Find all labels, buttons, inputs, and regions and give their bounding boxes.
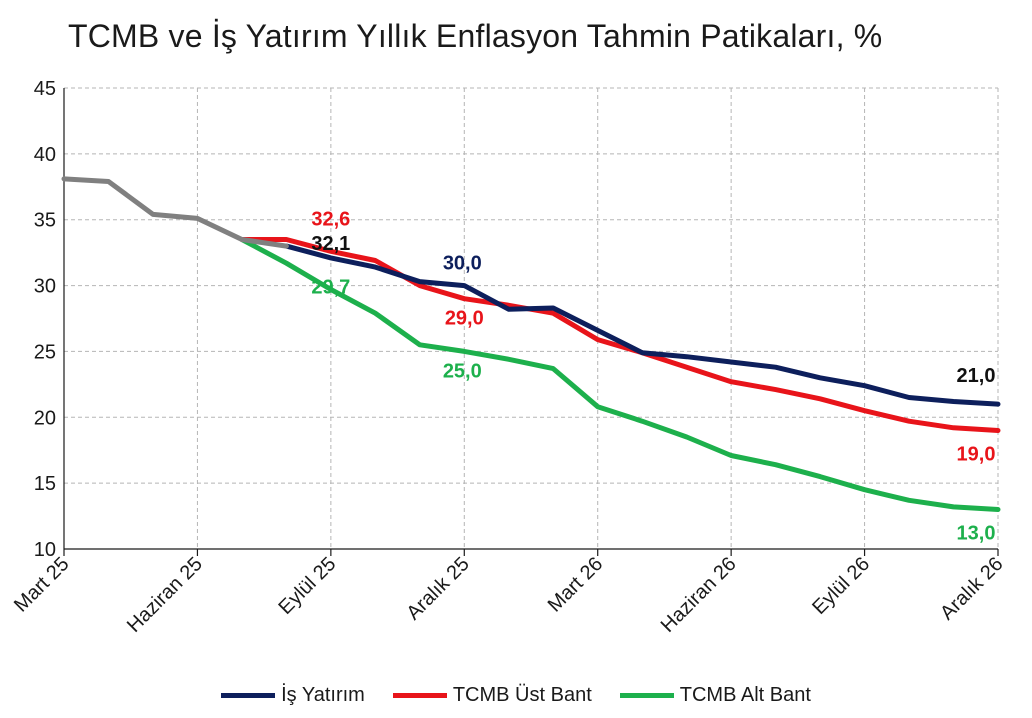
y-tick-label: 40	[34, 144, 56, 166]
data-labels: 32,6 32,1 29,7 30,0 29,0 25,0 21,0 19,0 13,0	[311, 208, 995, 544]
legend-item-tcmb-ust-bant: TCMB Üst Bant	[392, 684, 592, 707]
grid	[64, 87, 999, 549]
x-tick-label: Haziran 26	[657, 553, 741, 637]
legend-swatch-tcmb-alt-bant	[619, 693, 674, 698]
data-label: 29,7	[311, 277, 350, 299]
data-label: 13,0	[957, 522, 996, 544]
series-line-1	[239, 237, 1001, 433]
y-tick-label: 15	[34, 473, 56, 495]
y-tick-label: 30	[34, 276, 56, 298]
data-label: 21,0	[957, 365, 996, 387]
legend-item-tcmb-alt-bant: TCMB Alt Bant	[619, 684, 811, 707]
legend-label-tcmb-ust-bant: TCMB Üst Bant	[452, 684, 592, 706]
data-label: 30,0	[443, 253, 482, 275]
series-line-2	[239, 237, 1001, 512]
y-tick-label: 10	[34, 539, 56, 561]
actual-line	[61, 176, 289, 249]
x-tick-label: Haziran 25	[123, 553, 207, 637]
legend-swatch-is-yatirim	[221, 693, 276, 698]
series-line-0	[283, 243, 1001, 407]
data-label: 19,0	[957, 443, 996, 465]
y-tick-label: 20	[34, 407, 56, 429]
data-label: 29,0	[445, 308, 484, 330]
y-tick-label: 45	[34, 78, 56, 100]
legend: İş Yatırım TCMB Üst Bant TCMB Alt Bant	[0, 684, 1032, 707]
chart-title: TCMB ve İş Yatırım Yıllık Enflasyon Tahm…	[68, 18, 883, 54]
data-label: 32,6	[311, 208, 350, 230]
y-tick-label: 25	[34, 341, 56, 363]
data-label: 32,1	[311, 233, 350, 255]
x-tick-label: Aralık 26	[936, 553, 1007, 624]
data-label: 25,0	[443, 360, 482, 382]
x-tick-label: Aralık 25	[402, 553, 473, 624]
x-tick-label: Mart 26	[544, 553, 608, 617]
legend-label-tcmb-alt-bant: TCMB Alt Bant	[679, 684, 811, 706]
x-tick-label: Eylül 25	[275, 553, 341, 619]
legend-item-is-yatirim: İş Yatırım	[221, 684, 365, 707]
legend-swatch-tcmb-ust-bant	[392, 693, 447, 698]
x-tick-label: Mart 25	[10, 553, 74, 617]
x-tick-label: Eylül 26	[808, 553, 874, 619]
legend-label-is-yatirim: İş Yatırım	[281, 684, 365, 706]
series-lines	[61, 176, 1001, 512]
y-tick-label: 35	[34, 210, 56, 232]
